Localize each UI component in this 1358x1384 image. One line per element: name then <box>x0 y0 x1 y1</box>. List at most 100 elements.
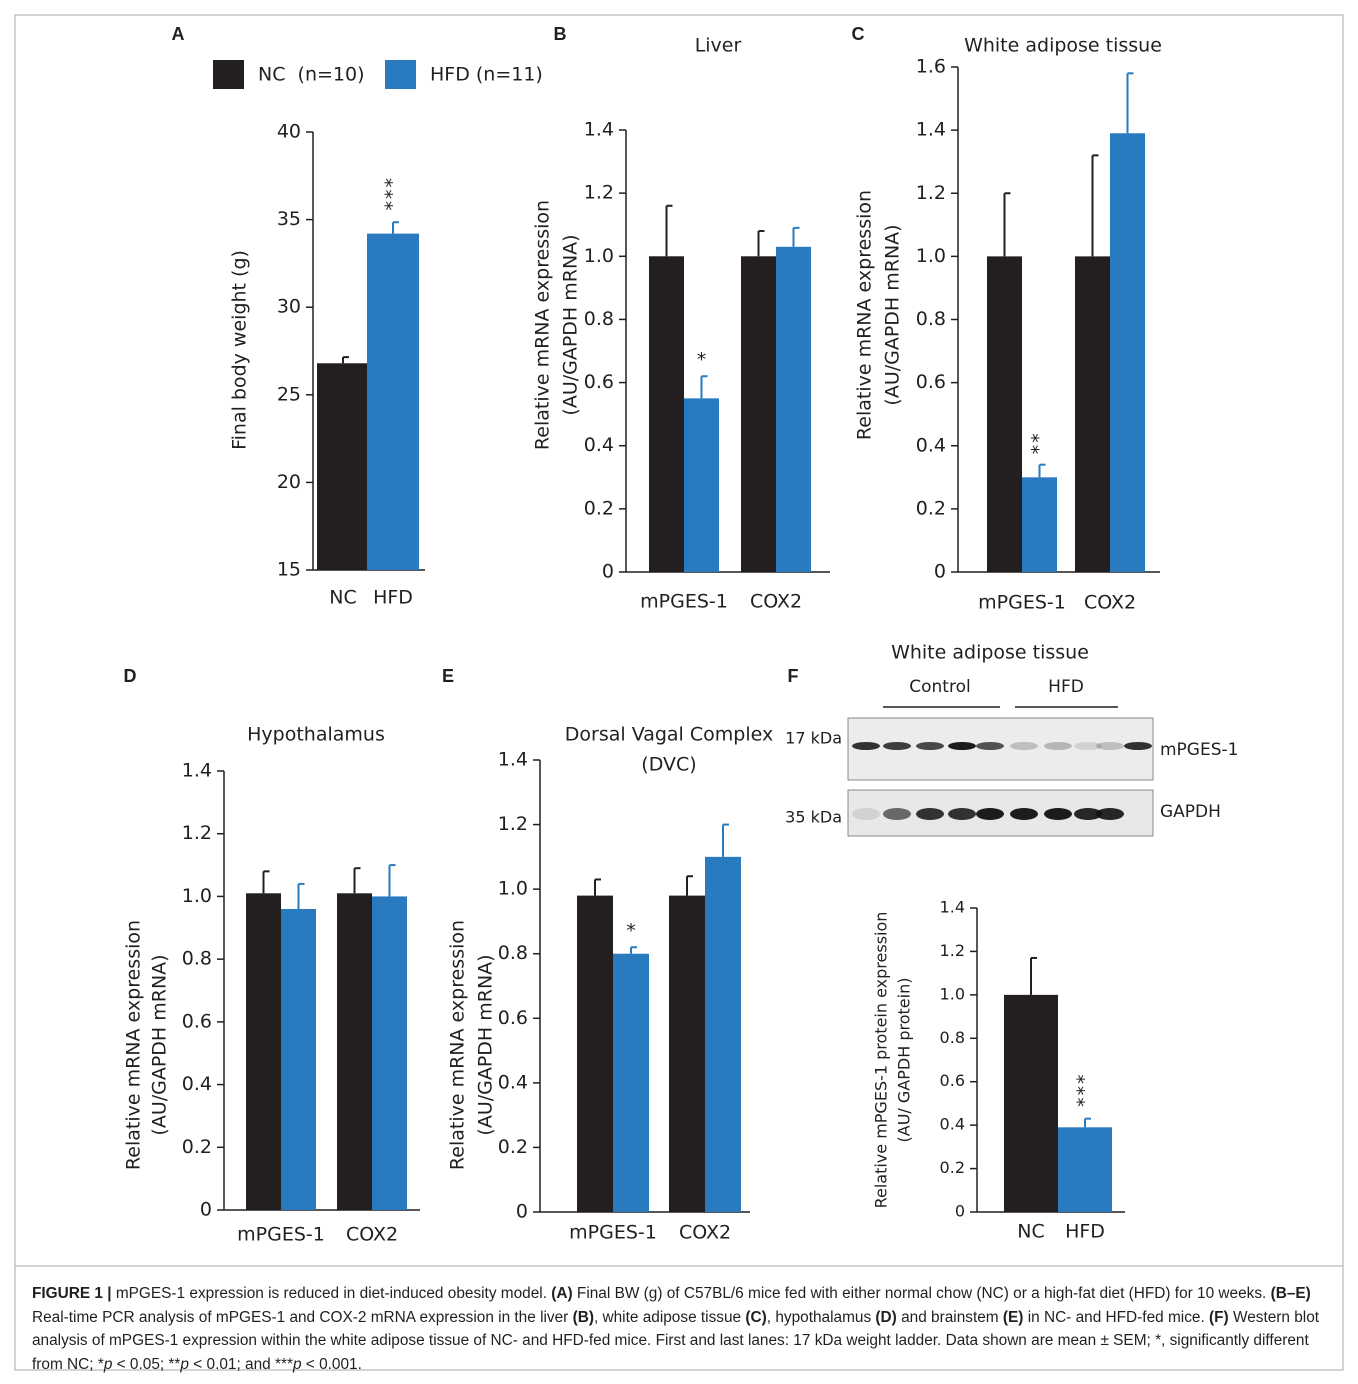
significance-label: * <box>697 349 707 371</box>
y-tick-label: 30 <box>277 296 301 318</box>
y-axis-label: Relative mRNA expression <box>447 920 469 1170</box>
blot-band <box>948 742 976 750</box>
panel-label: D <box>124 666 137 686</box>
caption-text: Real-time PCR analysis of mPGES-1 and CO… <box>32 1308 573 1326</box>
chart-title: (DVC) <box>641 754 696 776</box>
x-tick-label: HFD <box>1065 1221 1105 1243</box>
bar <box>1075 256 1110 572</box>
y-tick-label: 0.4 <box>182 1073 212 1095</box>
y-tick-label: 0 <box>200 1199 212 1221</box>
x-tick-label: COX2 <box>346 1224 398 1246</box>
y-tick-label: 1.0 <box>498 878 528 900</box>
band-label: mPGES-1 <box>1160 740 1238 760</box>
blot-band <box>852 808 880 820</box>
y-tick-label: 1.0 <box>182 885 212 907</box>
blot-band <box>1124 742 1152 750</box>
y-tick-label: 0 <box>602 561 614 583</box>
x-tick-label: mPGES-1 <box>640 591 728 613</box>
y-tick-label: 0.2 <box>916 497 946 519</box>
x-tick-label: NC <box>1017 1221 1044 1243</box>
y-axis-label: (AU/ GAPDH protein) <box>895 978 914 1143</box>
chart-title: Liver <box>695 35 742 57</box>
y-tick-label: 35 <box>277 208 301 230</box>
panel-label: E <box>442 666 454 686</box>
legend-swatch <box>213 60 244 89</box>
blot-title: White adipose tissue <box>891 642 1089 664</box>
x-tick-label: NC <box>329 587 356 609</box>
group-label: Control <box>909 677 970 697</box>
caption-text: (E) <box>1002 1308 1024 1326</box>
y-tick-label: 1.4 <box>584 119 614 141</box>
blot-band <box>916 742 944 750</box>
blot-band <box>976 742 1004 750</box>
y-tick-label: 0.4 <box>498 1071 528 1093</box>
caption: FIGURE 1 | mPGES-1 expression is reduced… <box>32 1282 1327 1376</box>
bar <box>1022 477 1057 572</box>
bar <box>1110 133 1145 572</box>
y-tick-label: 0.4 <box>584 434 614 456</box>
blot-band <box>1044 742 1072 750</box>
panel-label: A <box>172 24 185 44</box>
bar <box>741 256 776 572</box>
significance-label: ** <box>1028 431 1050 454</box>
y-tick-label: 1.4 <box>498 749 528 771</box>
y-tick-label: 0.2 <box>498 1136 528 1158</box>
blot-band <box>852 742 880 750</box>
figure-frame <box>14 14 1344 1371</box>
significance-label: *** <box>382 176 404 211</box>
y-tick-label: 1.2 <box>182 822 212 844</box>
marker-label: 35 kDa <box>785 808 842 827</box>
y-tick-label: 0.8 <box>182 948 212 970</box>
bar <box>1058 1127 1112 1212</box>
y-tick-label: 1.2 <box>584 182 614 204</box>
caption-text: Western blot analysis of mPGES-1 express… <box>32 1308 1320 1373</box>
caption-text: (D) <box>875 1308 897 1326</box>
y-tick-label: 0.8 <box>584 308 614 330</box>
bar <box>372 896 407 1210</box>
significance-label: *** <box>1074 1072 1096 1107</box>
blot-band <box>1074 742 1102 750</box>
bar <box>613 953 649 1212</box>
y-tick-label: 0.6 <box>940 1071 965 1090</box>
y-tick-label: 1.4 <box>916 119 946 141</box>
y-axis-label: Relative mRNA expression <box>532 200 554 450</box>
bar <box>705 856 741 1212</box>
x-tick-label: HFD <box>373 587 413 609</box>
panel-label: B <box>554 24 567 44</box>
y-tick-label: 0 <box>934 561 946 583</box>
blot-band <box>916 808 944 820</box>
bar <box>367 233 419 570</box>
legend-label: NC (n=10) <box>258 64 365 86</box>
y-tick-label: 0.4 <box>940 1115 965 1134</box>
legend-swatch <box>385 60 416 89</box>
caption-text: mPGES-1 expression is reduced in diet-in… <box>111 1285 552 1302</box>
y-axis-label: Relative mPGES-1 protein expression <box>872 912 891 1209</box>
y-tick-label: 0.6 <box>584 371 614 393</box>
y-tick-label: 1.0 <box>584 245 614 267</box>
chart-title: Dorsal Vagal Complex <box>565 724 773 746</box>
x-tick-label: mPGES-1 <box>569 1222 657 1244</box>
blot-band <box>976 808 1004 820</box>
marker-label: 17 kDa <box>785 729 842 748</box>
y-tick-label: 0.6 <box>916 371 946 393</box>
y-axis-label: Relative mRNA expression <box>123 920 145 1170</box>
panel-label: C <box>852 24 865 44</box>
chart-title: Hypothalamus <box>247 724 385 746</box>
caption-text: < 0.01; and *** <box>188 1355 293 1373</box>
y-tick-label: 1.0 <box>940 984 965 1003</box>
chart-title: White adipose tissue <box>964 35 1162 57</box>
y-tick-label: 0 <box>955 1202 965 1221</box>
caption-text: < 0.001. <box>301 1355 362 1373</box>
y-tick-label: 0.6 <box>498 1007 528 1029</box>
y-axis-label: (AU/GAPDH mRNA) <box>560 234 582 415</box>
legend-label: HFD (n=11) <box>430 64 543 86</box>
blot-band <box>1096 742 1124 750</box>
y-tick-label: 0.6 <box>182 1010 212 1032</box>
bar <box>776 246 811 573</box>
blot-band <box>883 742 911 750</box>
y-axis-label: (AU/GAPDH mRNA) <box>475 954 497 1135</box>
blot-band <box>883 808 911 820</box>
bar <box>987 256 1022 572</box>
bar <box>281 908 316 1210</box>
